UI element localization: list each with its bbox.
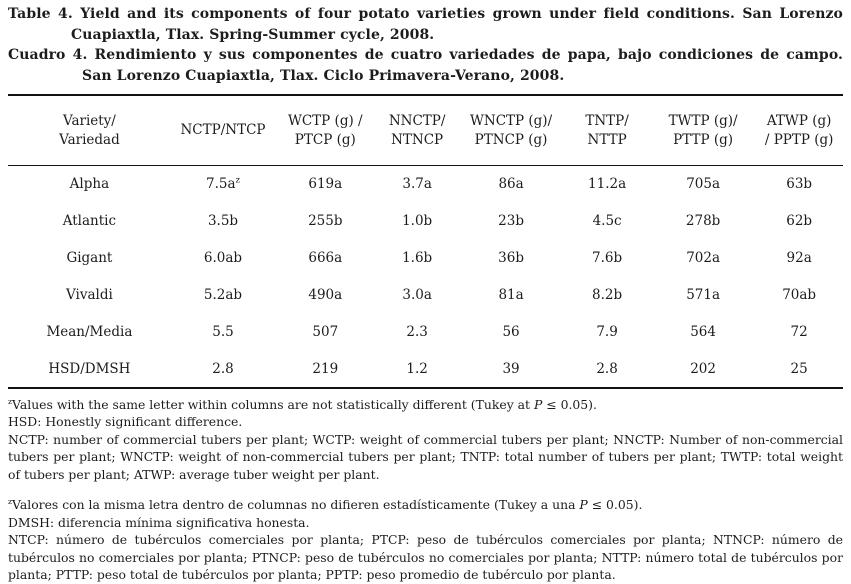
table-cell: 3.0a <box>402 287 432 303</box>
table-cell: 62b <box>786 213 813 229</box>
table-cell: 3.7a <box>402 176 432 193</box>
table-cell: 705a <box>686 176 721 193</box>
table-cell: 70ab <box>782 287 817 303</box>
table-cell: 81a <box>498 287 524 303</box>
table-header: Variety/ Variedad NCTP/NTCP WCTP (g) / PTC… <box>8 95 843 166</box>
column-header: TWTP (g)/ PTTP (g) <box>650 95 756 166</box>
footnote-line-english: HSD: Honestly significant difference. <box>8 414 243 429</box>
footnotes-english: zValues with the same letter within colu… <box>8 396 843 484</box>
table-cell: 39 <box>502 360 520 377</box>
table-cell: 666a <box>308 250 343 266</box>
footnote-line-spanish: DMSH: diferencia mínima significativa ho… <box>8 514 310 530</box>
italic-symbol: P <box>579 497 588 512</box>
table-caption-block: Table 4. Yield and its components of fou… <box>8 4 843 86</box>
row-label: Mean/Media <box>46 324 133 340</box>
italic-symbol: P <box>533 396 543 412</box>
table-cell: 3.5b <box>207 213 239 229</box>
column-header: ATWP (g) / PPTP (g) <box>755 95 843 166</box>
row-label: Atlantic <box>62 213 117 229</box>
table-cell: 72 <box>790 324 808 340</box>
table-cell: 571a <box>686 287 721 303</box>
row-label: Alpha <box>69 176 110 193</box>
table-cell: 63b <box>786 176 813 193</box>
superscript-marker: z <box>8 396 13 406</box>
table-cell: 1.0b <box>402 213 433 229</box>
table-cell: 2.3 <box>406 324 428 340</box>
table-cell: 1.2 <box>406 360 428 377</box>
table-cell: 202 <box>690 360 716 377</box>
table-cell: 278b <box>685 213 721 229</box>
table-cell: 255b <box>308 213 343 229</box>
table-cell: 23b <box>498 213 524 229</box>
table-cell: 7.9 <box>596 324 618 340</box>
row-label: HSD/DMSH <box>48 360 131 377</box>
footnote-line-english: NCTP: number of commercial tubers per pl… <box>8 431 843 482</box>
table-caption-spanish: Cuadro 4. Rendimiento y sus componentes … <box>8 47 843 84</box>
table-cell: 5.2ab <box>203 287 243 303</box>
column-header: NCTP/NTCP <box>170 95 276 166</box>
table-caption-english: Table 4. Yield and its components of fou… <box>8 6 843 43</box>
table-cell: 619a <box>308 176 343 193</box>
table-row: Vivaldi 5.2ab 490a 3.0a 81a 8.2b 571a 70ab <box>8 277 843 314</box>
table-cell: 86a <box>498 176 524 193</box>
table-cell: 25 <box>790 360 808 377</box>
table-cell: 8.2b <box>592 287 623 303</box>
table-cell: 7.6b <box>592 250 623 266</box>
table-cell: 490a <box>308 287 343 303</box>
row-label: Vivaldi <box>66 287 113 303</box>
table-cell: 92a <box>786 250 812 266</box>
row-label: Gigant <box>66 250 113 266</box>
column-header: Variety/ Variedad <box>8 95 171 166</box>
table-row: HSD/DMSH 2.8 219 1.2 39 2.8 202 25 <box>8 351 843 388</box>
table-row: Atlantic 3.5b 255b 1.0b 23b 4.5c 278b 62b <box>8 203 843 240</box>
table-cell: 507 <box>312 324 339 340</box>
table-cell: 56 <box>502 324 520 340</box>
table-cell: 11.2a <box>588 176 627 193</box>
footnote-line-spanish: NTCP: número de tubérculos comerciales p… <box>8 532 843 582</box>
footnotes-spanish: zValores con la misma letra dentro de co… <box>8 496 843 584</box>
yield-components-table: Variety/ Variedad NCTP/NTCP WCTP (g) / PTC… <box>8 94 843 389</box>
table-cell: 36b <box>498 250 524 266</box>
table-cell: 564 <box>690 324 716 340</box>
table-cell: 7.5az <box>206 174 240 193</box>
footnote-line-english: zValues with the same letter within colu… <box>8 396 597 412</box>
table-cell: 2.8 <box>212 360 234 377</box>
column-header: NNCTP/ NTNCP <box>375 95 459 166</box>
table-cell: 1.6b <box>402 250 433 266</box>
table-cell: 219 <box>312 360 339 377</box>
superscript-marker: z <box>8 496 13 506</box>
superscript-marker: z <box>235 174 240 185</box>
table-body: Alpha 7.5az 619a 3.7a 86a 11.2a 705a 63b Atlanti… <box>8 166 843 388</box>
table-cell: 5.5 <box>212 324 234 340</box>
table-cell: 2.8 <box>596 360 618 377</box>
table-cell: 6.0ab <box>203 250 243 266</box>
table-row: Alpha 7.5az 619a 3.7a 86a 11.2a 705a 63b <box>8 166 843 203</box>
footnote-line-spanish: zValores con la misma letra dentro de co… <box>8 496 643 512</box>
table-cell: 702a <box>686 250 721 266</box>
table-row: Mean/Media 5.5 507 2.3 56 7.9 564 72 <box>8 314 843 351</box>
column-header: WNCTP (g)/ PTNCP (g) <box>458 95 564 166</box>
table-cell: 4.5c <box>592 213 622 229</box>
column-header: TNTP/ NTTP <box>563 95 651 166</box>
column-header: WCTP (g) / PTCP (g) <box>275 95 376 166</box>
table-row: Gigant 6.0ab 666a 1.6b 36b 7.6b 702a 92a <box>8 240 843 277</box>
table-header-row: Variety/ Variedad NCTP/NTCP WCTP (g) / PTC… <box>8 95 843 166</box>
